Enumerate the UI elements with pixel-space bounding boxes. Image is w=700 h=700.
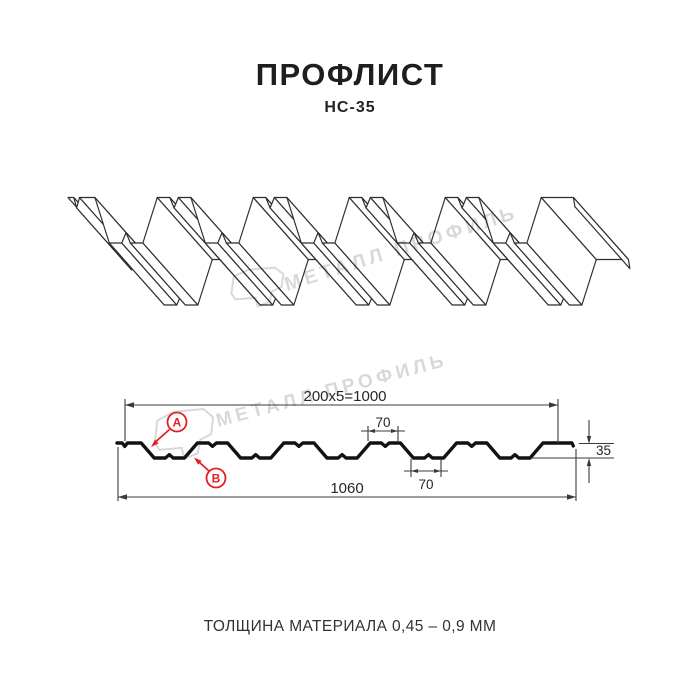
dim-height-label: 35	[596, 443, 611, 458]
callout-a-arrowhead	[151, 439, 159, 447]
dimension-height: 35	[531, 420, 614, 483]
callout-b-leader	[198, 461, 210, 472]
callout-b-circle	[205, 467, 227, 489]
dimension-valley-width: 70	[404, 459, 448, 492]
profile-model-label: НС-35	[324, 99, 376, 116]
dim-overall-label: 1060	[330, 480, 363, 497]
callout-a: А	[151, 411, 188, 447]
dimension-coverage: 200x5=1000	[124, 388, 559, 443]
callout-a-circle	[166, 411, 188, 433]
profile-cross-section	[115, 441, 575, 460]
callout-a-leader	[155, 428, 171, 443]
thickness-note: ТОЛЩИНА МАТЕРИАЛА 0,45 – 0,9 ММ	[203, 618, 497, 635]
callout-b-arrowhead	[194, 457, 202, 465]
dimension-crest-width: 70	[361, 415, 405, 441]
callout-b: В	[194, 457, 227, 489]
dim-crest-label: 70	[375, 415, 390, 430]
metall-profil-logo-outline	[155, 409, 213, 459]
dimension-overall-width: 1060	[117, 447, 577, 501]
metall-profil-logo-outline	[231, 268, 283, 307]
callout-a-letter: А	[173, 416, 182, 430]
cross-section-outline	[115, 441, 575, 460]
dim-coverage-label: 200x5=1000	[304, 388, 387, 405]
dim-valley-label: 70	[418, 477, 433, 492]
callout-b-letter: В	[212, 472, 221, 486]
page-title: ПРОФЛИСТ	[255, 57, 445, 92]
profile-3d-drawing	[67, 196, 631, 306]
